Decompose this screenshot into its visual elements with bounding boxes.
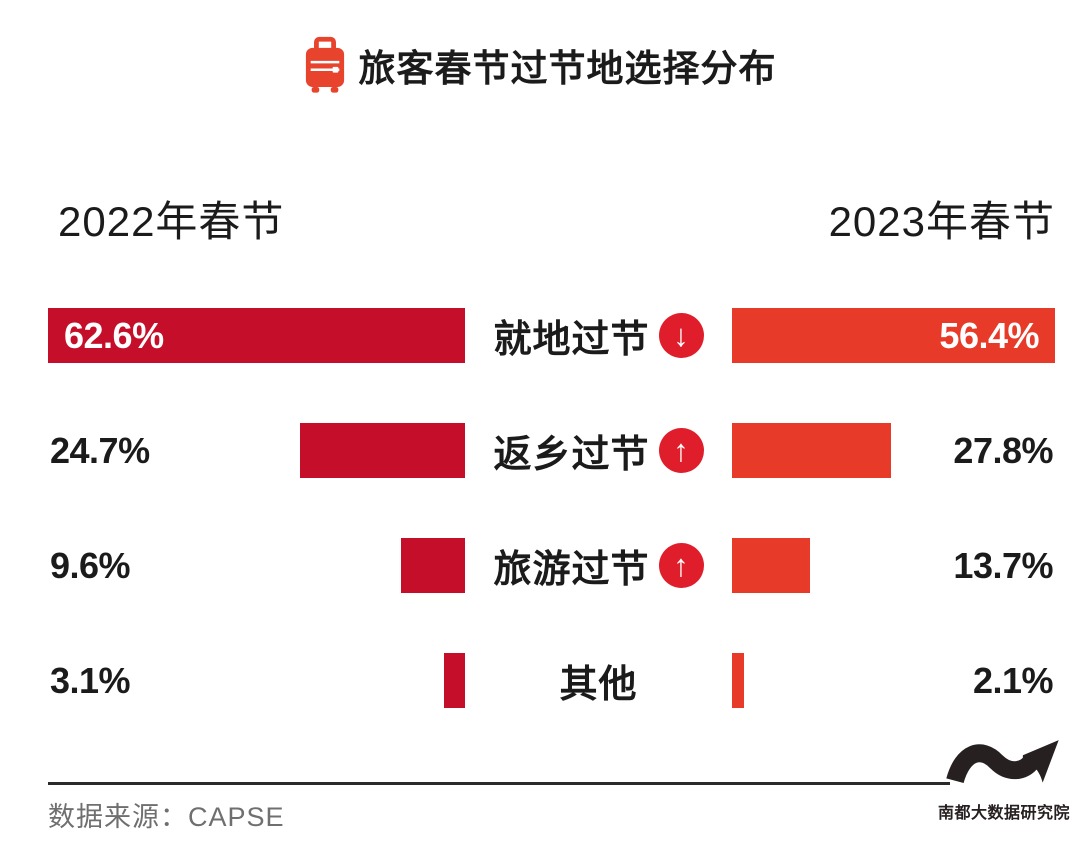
data-source: 数据来源：CAPSE	[48, 802, 285, 832]
trend-down-icon: ↓	[658, 313, 704, 358]
category-cell: 就地过节 ↓	[465, 308, 732, 363]
chart-title: 旅客春节过节地选择分布	[358, 48, 777, 89]
column-header-2023: 2023年春节	[828, 198, 1055, 245]
value-label-2022: 9.6%	[50, 544, 131, 586]
bar-2023	[732, 423, 892, 478]
value-label-2023: 56.4%	[939, 314, 1039, 356]
bar-cell-2022: 62.6%	[48, 308, 465, 363]
trend-up-icon: ↑	[658, 543, 704, 588]
bar-cell-2022: 9.6%	[48, 538, 465, 593]
bar-cell-2023: 2.1%	[732, 653, 1055, 708]
value-label-2022: 24.7%	[50, 429, 150, 471]
value-label-2023: 2.1%	[972, 659, 1054, 701]
trend-up-icon: ↑	[658, 428, 704, 473]
bar-chart: 62.6% 就地过节 ↓ 56.4% 24.7% 返乡过节 ↑ 27.8% 9.6% 旅游过节 ↑ 1…	[48, 308, 1055, 768]
column-header-2022: 2022年春节	[58, 198, 285, 245]
bar-2022	[444, 653, 465, 708]
chart-row: 62.6% 就地过节 ↓ 56.4%	[48, 308, 1055, 363]
bar-cell-2023: 56.4%	[732, 308, 1055, 363]
value-label-2022: 62.6%	[64, 314, 164, 356]
category-cell: 旅游过节 ↑	[465, 538, 732, 593]
category-cell: 返乡过节 ↑	[465, 423, 732, 478]
bar-cell-2022: 3.1%	[48, 653, 465, 708]
chart-row: 3.1% 其他 2.1%	[48, 653, 1055, 708]
category-label: 其他	[559, 664, 638, 706]
logo-text: 南都大数据研究院	[938, 805, 1071, 822]
category-label: 返乡过节	[493, 434, 650, 476]
value-label-2023: 27.8%	[953, 429, 1053, 471]
footer-divider	[48, 782, 950, 785]
bar-2022	[300, 423, 465, 478]
chart-row: 24.7% 返乡过节 ↑ 27.8%	[48, 423, 1055, 478]
chart-header: 旅客春节过节地选择分布	[0, 36, 1080, 94]
bar-2023: 56.4%	[732, 308, 1055, 363]
bar-2022	[401, 538, 465, 593]
bar-2023	[732, 538, 811, 593]
logo: 南都大数据研究院	[938, 726, 1070, 823]
category-label: 就地过节	[493, 319, 650, 361]
category-label: 旅游过节	[493, 549, 650, 591]
bar-cell-2023: 27.8%	[732, 423, 1055, 478]
bar-2022: 62.6%	[48, 308, 465, 363]
bar-cell-2023: 13.7%	[732, 538, 1055, 593]
suitcase-icon	[304, 36, 346, 94]
wave-swoosh-icon	[946, 740, 1059, 784]
bar-cell-2022: 24.7%	[48, 423, 465, 478]
value-label-2022: 3.1%	[50, 659, 131, 701]
category-cell: 其他	[465, 653, 732, 708]
bar-2023	[732, 653, 745, 708]
chart-row: 9.6% 旅游过节 ↑ 13.7%	[48, 538, 1055, 593]
value-label-2023: 13.7%	[953, 544, 1053, 586]
column-headers: 2022年春节 2023年春节	[58, 188, 1055, 249]
